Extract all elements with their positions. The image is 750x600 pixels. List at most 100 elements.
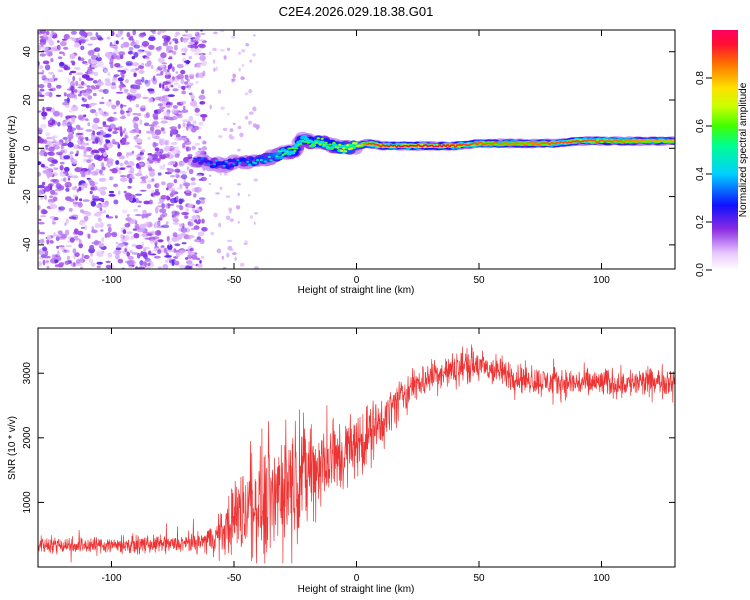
spectrogram-cell (129, 130, 137, 134)
spectrogram-cell (38, 205, 41, 211)
spectrogram-cell (48, 77, 55, 83)
spectrogram-cell (182, 122, 186, 127)
spectrogram-cell (78, 220, 85, 226)
spectrogram-cell (248, 120, 253, 125)
spectrogram-cell (165, 71, 171, 76)
spectrogram-cell (295, 147, 299, 150)
spectrogram-cell (47, 235, 51, 240)
spectrogram-cell (65, 245, 73, 248)
spectrogram-cell (118, 51, 126, 56)
spectrogram-cell (178, 112, 183, 115)
spectrogram-cell (96, 250, 103, 257)
spectrogram-cell (167, 64, 171, 70)
spectrogram-cell (188, 115, 194, 122)
spectrogram-cell (131, 252, 139, 255)
spectrogram-cell (132, 112, 138, 116)
spectrogram-cell (57, 69, 64, 73)
spectrogram-cell (151, 178, 155, 182)
spectrogram-cell (42, 246, 47, 252)
spectrogram-cell (128, 265, 133, 268)
spectrogram-cell (131, 56, 136, 60)
spectrogram-cell (38, 44, 42, 51)
spectrogram-cell (632, 139, 636, 142)
spectrogram-cell (174, 260, 180, 266)
spectrogram-cell (104, 81, 112, 87)
spectrogram-cell (70, 60, 75, 63)
spectrogram-cell (40, 123, 47, 129)
spectrogram-cell (95, 56, 102, 62)
spectrogram-cell (524, 143, 528, 146)
spectrogram-cell (85, 129, 93, 132)
spectrogram-cell (156, 182, 160, 187)
spectrogram-cell (113, 199, 119, 205)
spectrogram-cell (50, 58, 54, 63)
spectrogram-cell (491, 142, 495, 145)
spectrogram-cell (219, 30, 225, 33)
spectrogram-cell (39, 53, 46, 57)
spectrogram-cell (113, 183, 119, 188)
spectrogram-cell (126, 213, 130, 217)
spectrogram-cell (131, 150, 135, 154)
spectrogram-cell (194, 218, 198, 223)
spectrogram-cell (97, 217, 102, 222)
spectrogram-cell (106, 36, 111, 40)
spectrogram-cell (182, 142, 186, 148)
spectrogram-cell (82, 169, 85, 174)
spectrogram-cell (328, 143, 332, 146)
spectrogram-cell (69, 172, 73, 178)
spectrogram-cell (89, 109, 97, 114)
spectrogram-cell (532, 143, 536, 146)
spectrogram-cell (171, 259, 175, 266)
spectrogram-cell (38, 161, 42, 166)
spectrogram-cell (115, 91, 124, 94)
spectrogram-cell (74, 186, 77, 189)
spectrogram-cell (178, 198, 183, 205)
spectrogram-cell (377, 144, 381, 147)
spectrogram-cell (80, 104, 88, 107)
spectrogram-cell (76, 166, 79, 170)
spectrogram-cell (86, 159, 92, 163)
spectrogram-cell (248, 89, 253, 94)
spectrogram-cell (83, 151, 87, 158)
spectrogram-y-tick-label: 0 (22, 145, 33, 151)
spectrogram-cell (38, 110, 42, 113)
spectrogram-cell (178, 137, 186, 141)
spectrogram-y-tick-label: 20 (22, 94, 33, 106)
spectrogram-cell (199, 260, 202, 264)
spectrogram-cell (50, 189, 56, 195)
spectrogram-cell (238, 161, 242, 164)
spectrogram-cell (138, 69, 145, 74)
spectrogram-cell (119, 81, 123, 84)
spectrogram-cell (126, 95, 132, 100)
spectrogram-cell (159, 140, 163, 146)
spectrogram-cell (175, 173, 180, 178)
spectrogram-cell (199, 241, 203, 244)
spectrogram-cell (140, 105, 146, 108)
spectrogram-cell (146, 160, 150, 165)
spectrogram-cell (131, 84, 139, 90)
spectrogram-cell (196, 206, 200, 212)
spectrogram-cell (39, 238, 45, 245)
spectrogram-cell (119, 175, 127, 178)
spectrogram-cell (45, 132, 51, 137)
spectrogram-cell (213, 31, 218, 35)
spectrogram-cell (238, 67, 241, 72)
spectrogram-cell (64, 98, 67, 102)
spectrogram-cell (200, 52, 204, 58)
spectrogram-cell (232, 73, 236, 79)
spectrogram-cell (200, 60, 208, 67)
spectrogram-cell (45, 144, 48, 150)
spectrogram-cell (181, 109, 189, 113)
spectrogram-cell (346, 144, 350, 147)
spectrogram-cell (87, 122, 91, 127)
spectrogram-cell (60, 41, 67, 47)
spectrogram-cell (340, 149, 344, 152)
spectrogram-cell (64, 229, 70, 236)
spectrogram-cell (73, 228, 79, 235)
spectrogram-cell (150, 130, 155, 135)
spectrogram-cell (126, 251, 130, 257)
spectrogram-cell (60, 144, 64, 150)
spectrogram-cell (395, 145, 399, 148)
spectrogram-cell (168, 50, 174, 53)
spectrogram-cell (78, 39, 86, 44)
